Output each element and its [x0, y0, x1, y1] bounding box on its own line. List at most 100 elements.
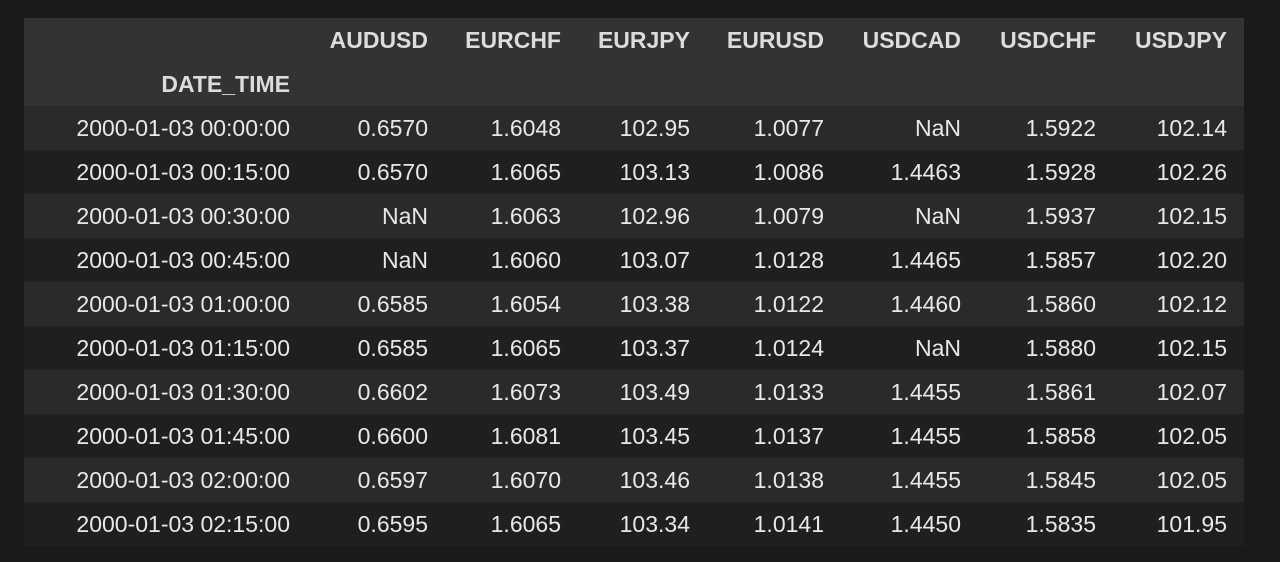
table-cell: 1.4465: [841, 238, 978, 282]
table-cell: 1.6065: [445, 150, 578, 194]
dataframe-table: AUDUSD EURCHF EURJPY EURUSD USDCAD USDCH…: [24, 18, 1244, 546]
row-index-cell: 2000-01-03 00:30:00: [24, 194, 307, 238]
column-header: EURUSD: [707, 18, 841, 62]
table-cell: 1.0138: [707, 458, 841, 502]
table-row: 2000-01-03 01:00:00 0.6585 1.6054 103.38 1.0…: [24, 282, 1244, 326]
table-cell: 103.45: [578, 414, 707, 458]
table-cell: 1.5937: [978, 194, 1113, 238]
table-cell: 0.6597: [307, 458, 445, 502]
table-cell: 101.95: [1113, 502, 1244, 546]
table-cell: 102.05: [1113, 458, 1244, 502]
table-cell: 102.20: [1113, 238, 1244, 282]
table-cell: 1.5860: [978, 282, 1113, 326]
table-body: 2000-01-03 00:00:00 0.6570 1.6048 102.95 1.0…: [24, 106, 1244, 546]
table-cell: 103.07: [578, 238, 707, 282]
table-cell: 0.6585: [307, 282, 445, 326]
table-cell: 1.6065: [445, 326, 578, 370]
table-cell: 0.6570: [307, 106, 445, 150]
row-index-cell: 2000-01-03 00:45:00: [24, 238, 307, 282]
row-index-cell: 2000-01-03 00:15:00: [24, 150, 307, 194]
table-cell: 1.6060: [445, 238, 578, 282]
table-cell: 1.6048: [445, 106, 578, 150]
table-cell: 0.6585: [307, 326, 445, 370]
index-name-filler: [307, 62, 445, 106]
row-index-cell: 2000-01-03 00:00:00: [24, 106, 307, 150]
table-cell: 102.12: [1113, 282, 1244, 326]
table-cell: 1.5922: [978, 106, 1113, 150]
index-name-filler: [978, 62, 1113, 106]
column-header: EURCHF: [445, 18, 578, 62]
table-cell: 1.4450: [841, 502, 978, 546]
table-cell: 1.6054: [445, 282, 578, 326]
table-cell: 1.6070: [445, 458, 578, 502]
table-cell: 1.0077: [707, 106, 841, 150]
table-row: 2000-01-03 00:45:00 NaN 1.6060 103.07 1.0128…: [24, 238, 1244, 282]
table-cell: 0.6595: [307, 502, 445, 546]
row-index-cell: 2000-01-03 01:00:00: [24, 282, 307, 326]
row-index-cell: 2000-01-03 01:15:00: [24, 326, 307, 370]
table-cell: 1.4455: [841, 458, 978, 502]
table-cell: 1.0137: [707, 414, 841, 458]
table-row: 2000-01-03 01:15:00 0.6585 1.6065 103.37 1.0…: [24, 326, 1244, 370]
table-cell: 103.38: [578, 282, 707, 326]
table-row: 2000-01-03 00:15:00 0.6570 1.6065 103.13 1.0…: [24, 150, 1244, 194]
table-cell: 102.15: [1113, 194, 1244, 238]
index-name-filler: [841, 62, 978, 106]
table-cell: 1.0122: [707, 282, 841, 326]
index-name-header: DATE_TIME: [24, 62, 307, 106]
table-cell: 1.0079: [707, 194, 841, 238]
table-cell: 102.95: [578, 106, 707, 150]
table-cell: 1.5928: [978, 150, 1113, 194]
table-cell: 103.37: [578, 326, 707, 370]
table-cell: 0.6600: [307, 414, 445, 458]
index-name-filler: [445, 62, 578, 106]
table-cell: 1.5858: [978, 414, 1113, 458]
column-header: EURJPY: [578, 18, 707, 62]
table-cell: 1.5861: [978, 370, 1113, 414]
index-name-filler: [1113, 62, 1244, 106]
table-cell: NaN: [841, 326, 978, 370]
table-cell: 102.26: [1113, 150, 1244, 194]
table-cell: 102.07: [1113, 370, 1244, 414]
table-cell: 102.96: [578, 194, 707, 238]
index-name-filler: [707, 62, 841, 106]
table-cell: 1.5835: [978, 502, 1113, 546]
table-row: 2000-01-03 02:00:00 0.6597 1.6070 103.46 1.0…: [24, 458, 1244, 502]
table-cell: 1.5857: [978, 238, 1113, 282]
table-row: 2000-01-03 00:00:00 0.6570 1.6048 102.95 1.0…: [24, 106, 1244, 150]
table-cell: 1.4455: [841, 370, 978, 414]
table-cell: 102.15: [1113, 326, 1244, 370]
table-row: 2000-01-03 02:15:00 0.6595 1.6065 103.34 1.0…: [24, 502, 1244, 546]
table-cell: 1.0141: [707, 502, 841, 546]
index-name-filler: [578, 62, 707, 106]
column-header: USDJPY: [1113, 18, 1244, 62]
table-cell: NaN: [841, 194, 978, 238]
table-cell: 1.0124: [707, 326, 841, 370]
column-header: AUDUSD: [307, 18, 445, 62]
index-name-row: DATE_TIME: [24, 62, 1244, 106]
table-cell: 102.14: [1113, 106, 1244, 150]
table-cell: 1.0128: [707, 238, 841, 282]
table-cell: 102.05: [1113, 414, 1244, 458]
table-cell: NaN: [307, 238, 445, 282]
table-cell: 1.6073: [445, 370, 578, 414]
table-cell: 103.13: [578, 150, 707, 194]
table-row: 2000-01-03 01:45:00 0.6600 1.6081 103.45 1.0…: [24, 414, 1244, 458]
table-cell: NaN: [307, 194, 445, 238]
table-cell: 1.6063: [445, 194, 578, 238]
table-cell: 1.0133: [707, 370, 841, 414]
table-cell: 1.6081: [445, 414, 578, 458]
table-header: AUDUSD EURCHF EURJPY EURUSD USDCAD USDCH…: [24, 18, 1244, 106]
table-cell: 0.6602: [307, 370, 445, 414]
table-cell: 1.4455: [841, 414, 978, 458]
row-index-cell: 2000-01-03 01:45:00: [24, 414, 307, 458]
column-header: USDCHF: [978, 18, 1113, 62]
column-header-blank: [24, 18, 307, 62]
table-cell: 1.6065: [445, 502, 578, 546]
row-index-cell: 2000-01-03 02:00:00: [24, 458, 307, 502]
dataframe-output: AUDUSD EURCHF EURJPY EURUSD USDCAD USDCH…: [24, 18, 1244, 546]
table-row: 2000-01-03 00:30:00 NaN 1.6063 102.96 1.0079…: [24, 194, 1244, 238]
table-cell: 103.49: [578, 370, 707, 414]
table-cell: 1.5845: [978, 458, 1113, 502]
table-cell: 1.4460: [841, 282, 978, 326]
